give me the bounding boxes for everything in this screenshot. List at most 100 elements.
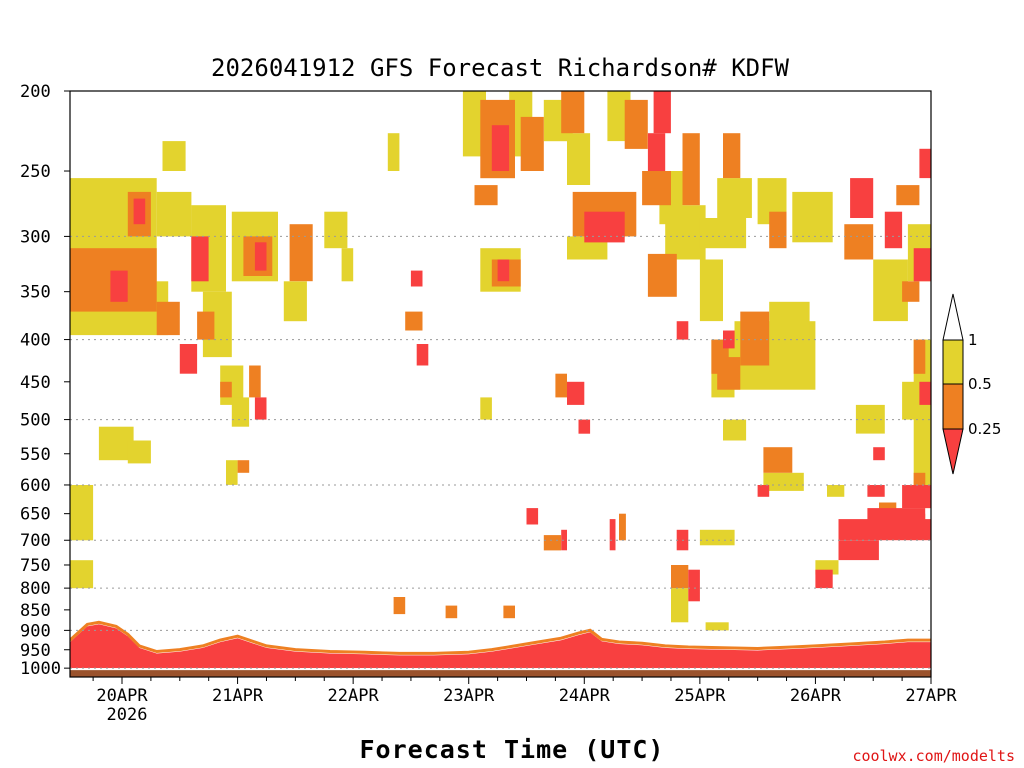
ri-cell-red — [191, 236, 209, 282]
colorbar-label-0-5: 0.5 — [968, 375, 992, 393]
x-tick-label: 23APR — [443, 686, 495, 706]
ri-cell-red — [873, 447, 885, 461]
x-tick-label: 22APR — [328, 686, 380, 706]
x-axis-label: Forecast Time (UTC) — [360, 735, 665, 764]
y-tick-label: 350 — [20, 283, 51, 303]
ri-cell-orange — [445, 605, 458, 619]
ri-cell-red — [919, 148, 931, 179]
ri-cell-red — [497, 259, 510, 282]
ri-cell-yellow — [792, 191, 833, 243]
x-tick-label: 21APR — [212, 686, 264, 706]
ri-cell-yellow — [70, 560, 94, 589]
ri-cell-orange — [393, 597, 406, 615]
ri-cell-red — [902, 485, 931, 509]
ri-cell-yellow — [70, 485, 94, 541]
ri-cell-yellow — [855, 404, 885, 434]
ri-cell-red — [676, 321, 689, 340]
ri-cell-orange — [619, 513, 626, 541]
ri-cell-red — [254, 397, 267, 420]
ri-cell-yellow — [913, 339, 931, 509]
x-tick-label: 27APR — [905, 686, 957, 706]
y-tick-label: 700 — [20, 531, 51, 551]
ri-cell-yellow — [231, 397, 250, 427]
ri-cell-orange — [474, 185, 498, 206]
ri-cell-red — [526, 508, 539, 525]
colorbar-label-1: 1 — [968, 331, 978, 349]
ri-cell-orange — [156, 301, 180, 336]
ri-cell-orange — [249, 365, 261, 398]
ri-cell-yellow — [699, 259, 723, 322]
ri-cell-red — [110, 270, 128, 302]
y-tick-label: 600 — [20, 476, 51, 496]
ground-surface — [70, 669, 931, 677]
ri-cell-yellow — [341, 248, 354, 282]
heatmap-cells — [70, 91, 931, 677]
y-tick-label: 650 — [20, 505, 51, 525]
ri-cell-orange — [405, 311, 423, 331]
colorbar-legend: 1 0.5 0.25 — [942, 293, 1001, 475]
y-tick-label: 200 — [20, 82, 51, 102]
y-tick-label: 950 — [20, 641, 51, 661]
x-tick-label: 26APR — [790, 686, 842, 706]
ri-cell-red — [688, 569, 700, 602]
ri-cell-yellow — [156, 191, 192, 237]
ri-cell-orange — [913, 339, 926, 374]
ri-cell-red — [815, 569, 833, 589]
ri-cell-yellow — [462, 91, 486, 157]
ri-cell-red — [913, 248, 931, 282]
ri-cell-yellow — [226, 460, 238, 485]
ri-cell-yellow — [127, 440, 151, 464]
x-tick-label: 20APR — [96, 686, 148, 706]
ri-cell-red — [884, 211, 903, 249]
ri-cell-red — [578, 419, 591, 434]
ri-cell-orange — [220, 381, 232, 398]
ri-cell-yellow — [763, 472, 804, 491]
ri-cell-orange — [844, 224, 874, 260]
y-tick-label: 500 — [20, 411, 51, 431]
ri-cell-yellow — [567, 133, 591, 185]
ri-cell-red — [561, 529, 567, 551]
ri-cell-yellow — [671, 588, 689, 623]
ri-cell-red — [850, 178, 874, 218]
chart-title: 2026041912 GFS Forecast Richardson# KDFW — [211, 54, 790, 82]
ri-cell-red — [757, 485, 770, 497]
ri-cell-yellow — [324, 211, 348, 249]
ri-cell-red — [647, 133, 666, 171]
ri-cell-orange — [642, 171, 671, 206]
credit-text: coolwx.com/modelts — [852, 747, 1015, 765]
ri-cell-red — [584, 211, 625, 243]
ri-cell-orange — [503, 605, 515, 619]
y-tick-label: 750 — [20, 556, 51, 576]
ri-cell-orange — [896, 185, 920, 206]
y-tick-label: 550 — [20, 445, 51, 465]
ri-cell-orange — [723, 133, 741, 179]
ri-cell-red — [567, 381, 585, 405]
colorbar-swatch-red — [942, 428, 964, 475]
ri-cell-orange — [197, 311, 215, 340]
ri-cell-yellow — [699, 529, 735, 546]
ri-cell-orange — [717, 357, 741, 390]
y-tick-label: 250 — [20, 162, 51, 182]
ri-cell-yellow — [162, 141, 186, 171]
ri-cell-orange — [769, 211, 787, 249]
x-year-label: 2026 — [107, 705, 148, 725]
ri-cell-orange — [561, 91, 585, 134]
ri-cell-orange — [647, 253, 677, 297]
ri-cell-orange — [543, 535, 562, 551]
ri-cell-yellow — [723, 419, 747, 441]
ri-cell-red — [609, 519, 616, 551]
ri-cell-orange — [740, 311, 770, 366]
ri-cell-red — [867, 485, 885, 497]
ri-cell-orange — [682, 133, 700, 206]
ri-cell-red — [867, 508, 926, 530]
ri-cell-orange — [237, 460, 250, 473]
y-tick-label: 300 — [20, 227, 51, 247]
ri-cell-red — [179, 344, 198, 374]
y-tick-label: 1000 — [20, 659, 61, 679]
ri-cell-red — [919, 381, 931, 405]
y-tick-label: 450 — [20, 373, 51, 393]
ri-cell-red — [410, 270, 423, 287]
ri-cell-red — [416, 344, 429, 366]
colorbar-label-0-25: 0.25 — [968, 420, 1001, 438]
ri-cell-orange — [671, 565, 689, 589]
